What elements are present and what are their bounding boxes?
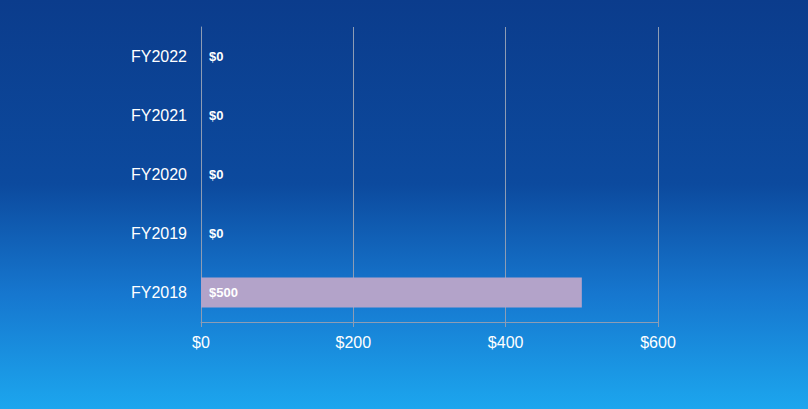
- svg-text:$200: $200: [336, 334, 372, 351]
- svg-text:$600: $600: [640, 334, 676, 351]
- svg-text:FY2018: FY2018: [131, 284, 187, 301]
- svg-text:FY2021: FY2021: [131, 107, 187, 124]
- svg-text:FY2020: FY2020: [131, 166, 187, 183]
- svg-text:$500: $500: [209, 285, 238, 300]
- svg-text:FY2022: FY2022: [131, 48, 187, 65]
- svg-text:$0: $0: [209, 226, 223, 241]
- svg-text:$0: $0: [192, 334, 210, 351]
- svg-text:$0: $0: [209, 49, 223, 64]
- svg-text:$400: $400: [488, 334, 524, 351]
- svg-text:FY2019: FY2019: [131, 225, 187, 242]
- svg-text:$0: $0: [209, 108, 223, 123]
- svg-text:$0: $0: [209, 167, 223, 182]
